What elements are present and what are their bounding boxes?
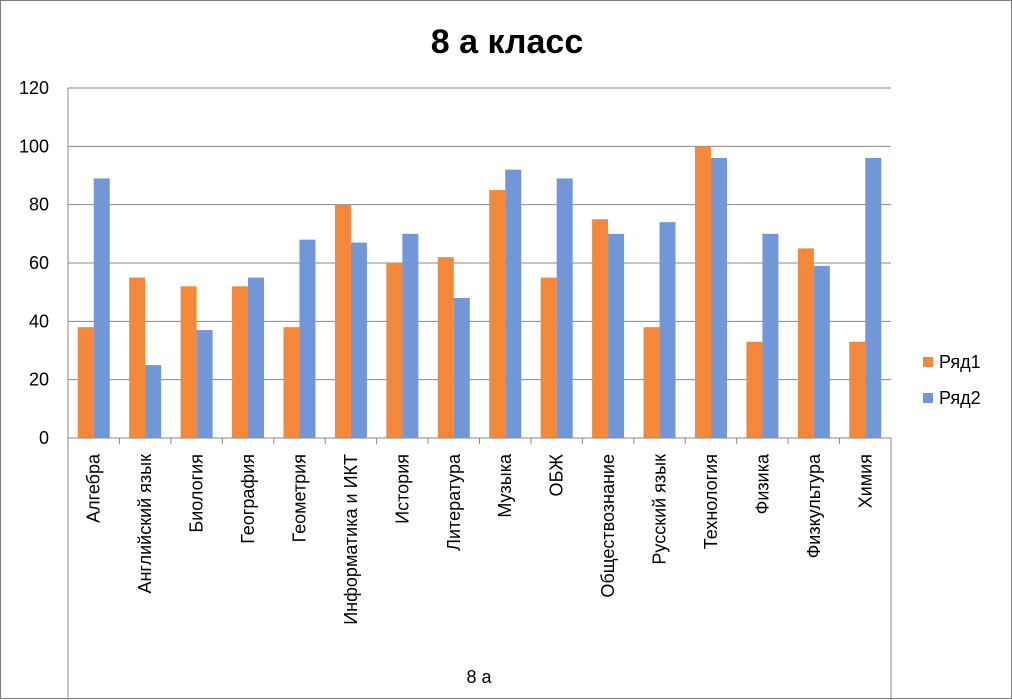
bar-2: [453, 298, 470, 438]
category-label: Технология: [701, 454, 721, 549]
category-label: Геометрия: [289, 454, 309, 542]
bar-2: [608, 233, 625, 438]
bar-1: [180, 286, 197, 438]
category-label: Алгебра: [84, 453, 104, 523]
bar-1: [129, 277, 146, 438]
y-tick-label: 120: [19, 78, 49, 98]
bar-2: [710, 158, 727, 438]
bar-1: [489, 190, 506, 438]
bar-2: [762, 233, 779, 438]
category-label: Музыка: [495, 453, 515, 518]
bar-2: [299, 239, 316, 438]
y-tick-label: 60: [29, 253, 49, 273]
legend-swatch: [923, 393, 933, 403]
bar-2: [196, 330, 213, 438]
bar-2: [145, 365, 162, 438]
bar-2: [350, 242, 367, 438]
chart-title: 8 а класс: [431, 23, 583, 61]
bar-1: [746, 341, 763, 438]
legend: Ряд1 Ряд2: [923, 352, 981, 408]
category-label: Литература: [444, 453, 464, 551]
category-label: ОБЖ: [547, 454, 567, 497]
bar-2: [813, 265, 830, 438]
bar-1: [77, 327, 94, 438]
legend-swatch: [923, 357, 933, 367]
category-label: Обществознание: [598, 454, 618, 598]
category-label: Физика: [752, 453, 772, 514]
bar-2: [556, 178, 573, 438]
y-tick-label: 80: [29, 195, 49, 215]
bar-1: [797, 248, 814, 438]
bar-2: [865, 158, 882, 438]
category-label: Русский язык: [650, 454, 670, 565]
bar-1: [334, 204, 351, 438]
category-label: Биология: [187, 454, 207, 533]
bar-1: [386, 263, 403, 438]
group-label: 8 а: [466, 667, 492, 687]
y-axis-ticks: 0 20 40 60 80 100 120: [19, 78, 69, 448]
bar-1: [232, 286, 249, 438]
bar-2: [659, 222, 676, 438]
category-labels: Алгебра Английский язык Биология География Г…: [84, 453, 876, 625]
y-tick-label: 40: [29, 311, 49, 331]
category-label: География: [238, 454, 258, 544]
bar-2: [402, 233, 419, 438]
category-label: История: [392, 454, 412, 524]
bar-1: [849, 341, 866, 438]
bar-2: [93, 178, 110, 438]
bars: [77, 146, 882, 439]
bar-1: [592, 219, 609, 438]
x-axis: [67, 437, 892, 700]
y-tick-label: 100: [19, 136, 49, 156]
legend-label: Ряд1: [939, 352, 981, 372]
category-label: Химия: [855, 454, 875, 508]
bar-1: [694, 146, 711, 439]
bar-1: [437, 257, 454, 438]
y-tick-label: 0: [39, 428, 49, 448]
category-label: Английский язык: [135, 454, 155, 594]
bar-2: [505, 169, 522, 438]
bar-1: [283, 327, 300, 438]
category-label: Информатика и ИКТ: [341, 454, 361, 625]
category-label: Физкультура: [804, 453, 824, 558]
bar-1: [540, 277, 557, 438]
bar-2: [248, 277, 265, 438]
legend-label: Ряд2: [939, 388, 981, 408]
y-tick-label: 20: [29, 370, 49, 390]
bar-1: [643, 327, 660, 438]
